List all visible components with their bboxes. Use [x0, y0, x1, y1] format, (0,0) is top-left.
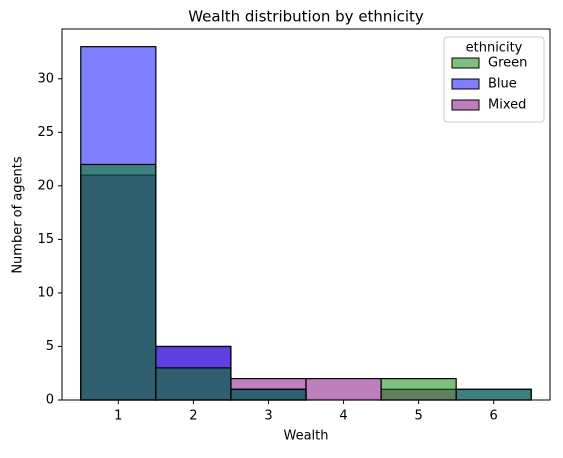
x-tick-label: 6 [490, 409, 498, 424]
x-axis-label: Wealth [283, 429, 328, 444]
legend-label: Blue [488, 77, 517, 92]
bar [230, 388, 307, 401]
y-tick-label: 10 [37, 285, 54, 300]
y-axis-label: Number of agents [11, 156, 26, 274]
x-tick-label: 3 [264, 409, 272, 424]
x-tick-label: 2 [189, 409, 197, 424]
legend-swatch [451, 99, 480, 111]
chart-title: Wealth distribution by ethnicity [188, 8, 424, 26]
legend-title: ethnicity [466, 41, 523, 56]
x-tick-label: 5 [414, 409, 422, 424]
plot-frame [61, 28, 551, 401]
bar [380, 377, 457, 401]
y-tick-label: 0 [46, 393, 54, 408]
y-tick-label: 20 [37, 178, 54, 193]
x-tick-label: 4 [339, 409, 347, 424]
y-tick-label: 30 [37, 71, 54, 86]
legend-swatch [451, 57, 480, 69]
y-tick-label: 15 [37, 232, 54, 247]
x-tick-label: 1 [114, 409, 122, 424]
legend-label: Mixed [488, 98, 526, 113]
bar [155, 367, 232, 401]
legend-swatch [451, 78, 480, 90]
y-tick-label: 25 [37, 125, 54, 140]
bar [455, 388, 532, 401]
y-tick-label: 5 [46, 339, 54, 354]
legend-label: Green [488, 56, 527, 71]
bar [80, 163, 157, 401]
bar [305, 377, 382, 401]
